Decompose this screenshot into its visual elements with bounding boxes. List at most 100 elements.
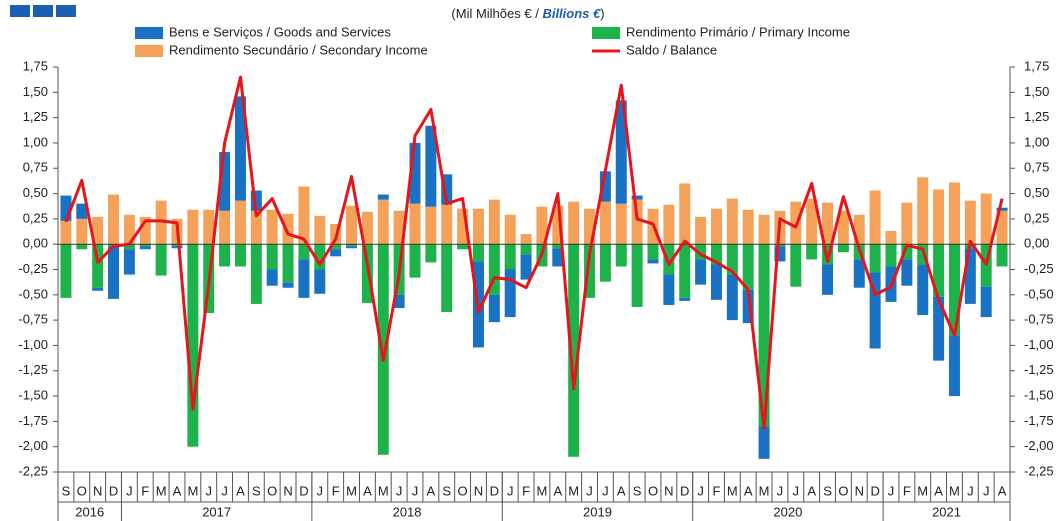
- x-tick-label: J: [586, 483, 593, 498]
- bar: [758, 426, 770, 459]
- bar: [933, 296, 945, 361]
- y-tick-label: -1,25: [18, 362, 48, 377]
- y-tick-label: 0,50: [23, 185, 48, 200]
- x-tick-label: J: [777, 483, 784, 498]
- units-end: ): [600, 6, 604, 21]
- bar: [266, 244, 278, 270]
- bar: [917, 264, 929, 316]
- bar: [726, 244, 738, 275]
- bar: [615, 100, 627, 204]
- bar: [377, 244, 389, 455]
- x-tick-label: A: [617, 483, 626, 498]
- bar: [568, 244, 580, 457]
- y2-tick-label: -1,75: [1024, 413, 1054, 428]
- bar: [171, 246, 183, 249]
- x-tick-label: D: [680, 483, 689, 498]
- year-label: 2016: [75, 504, 104, 519]
- y-tick-label: 1,00: [23, 134, 48, 149]
- bar: [742, 244, 754, 290]
- bar: [76, 218, 88, 245]
- bar: [425, 125, 437, 207]
- x-tick-label: J: [602, 483, 609, 498]
- x-tick-label: A: [934, 483, 943, 498]
- bar: [266, 209, 278, 245]
- y-tick-label: -1,00: [18, 337, 48, 352]
- y2-tick-label: 1,25: [1024, 109, 1049, 124]
- bar: [155, 244, 167, 276]
- y-tick-label: 0,00: [23, 236, 48, 251]
- bar: [330, 244, 342, 250]
- x-tick-label: J: [983, 483, 990, 498]
- bar: [123, 214, 135, 245]
- x-tick-label: J: [507, 483, 514, 498]
- bar: [615, 244, 627, 267]
- x-tick-label: A: [807, 483, 816, 498]
- legend-swatch: [135, 27, 163, 39]
- bar: [282, 213, 294, 245]
- bar: [996, 210, 1008, 245]
- y2-tick-label: 1,75: [1024, 58, 1049, 73]
- bar: [219, 210, 231, 245]
- bar: [695, 244, 707, 260]
- x-tick-label: O: [267, 483, 277, 498]
- y-tick-label: 0,25: [23, 210, 48, 225]
- bar: [488, 294, 500, 323]
- bar: [774, 244, 786, 247]
- bar: [441, 174, 453, 205]
- x-tick-label: M: [187, 483, 198, 498]
- legend-label: Saldo / Balance: [626, 42, 717, 57]
- bar: [933, 244, 945, 297]
- logo-square: [56, 5, 76, 17]
- bar: [457, 244, 469, 250]
- bar: [742, 289, 754, 324]
- x-tick-label: N: [664, 483, 673, 498]
- y2-tick-label: -0,75: [1024, 312, 1054, 327]
- bar: [472, 208, 484, 245]
- bar: [314, 269, 326, 294]
- bar: [726, 198, 738, 245]
- bar: [155, 200, 167, 245]
- bar: [76, 244, 88, 250]
- bar: [425, 206, 437, 245]
- bar: [631, 244, 643, 307]
- y2-tick-label: -1,25: [1024, 362, 1054, 377]
- bar: [679, 244, 691, 298]
- x-tick-label: S: [62, 483, 71, 498]
- bar: [123, 244, 135, 250]
- bar: [853, 259, 865, 288]
- y2-tick-label: -1,00: [1024, 337, 1054, 352]
- x-tick-label: M: [917, 483, 928, 498]
- bar: [599, 244, 611, 282]
- bar: [393, 210, 405, 245]
- bar: [948, 244, 960, 336]
- bar: [314, 244, 326, 270]
- bar: [234, 200, 246, 245]
- x-tick-label: A: [173, 483, 182, 498]
- legend-label: Bens e Serviços / Goods and Services: [169, 24, 391, 39]
- bar: [710, 208, 722, 245]
- bar: [806, 244, 818, 260]
- x-tick-label: A: [363, 483, 372, 498]
- bar: [266, 269, 278, 286]
- bar: [599, 201, 611, 245]
- y-tick-label: -0,50: [18, 286, 48, 301]
- legend-label: Rendimento Secundário / Secondary Income: [169, 42, 428, 57]
- units-pt: (Mil Milhões € /: [451, 6, 542, 21]
- bar: [790, 244, 802, 287]
- bar: [346, 244, 358, 247]
- y2-tick-label: -0,25: [1024, 261, 1054, 276]
- y-tick-label: -2,00: [18, 438, 48, 453]
- x-tick-label: S: [633, 483, 642, 498]
- bar: [139, 246, 151, 250]
- y2-tick-label: 1,50: [1024, 84, 1049, 99]
- bar: [536, 206, 548, 245]
- bar: [552, 248, 564, 267]
- bar: [933, 189, 945, 245]
- bar: [219, 152, 231, 211]
- units-en: Billions €: [542, 6, 601, 21]
- x-tick-label: D: [109, 483, 118, 498]
- year-label: 2019: [583, 504, 612, 519]
- bar: [822, 264, 834, 295]
- bar: [599, 171, 611, 202]
